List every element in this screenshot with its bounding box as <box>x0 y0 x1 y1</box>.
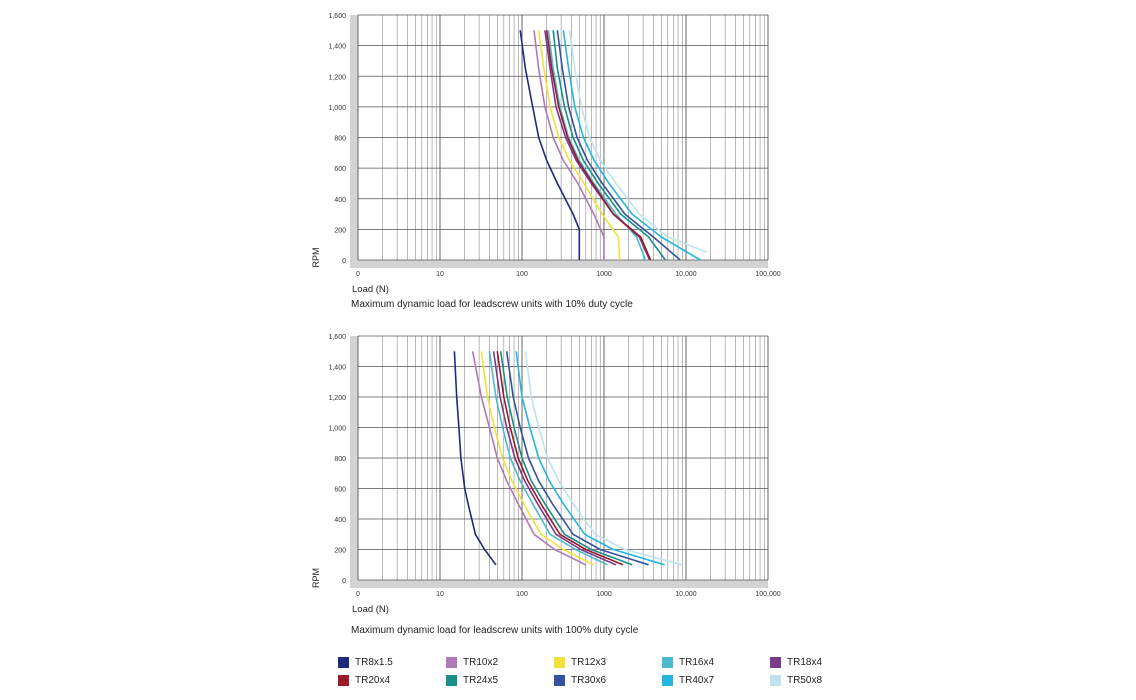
y-tick-label: 600 <box>334 487 346 494</box>
legend-label: TR50x8 <box>787 675 823 686</box>
x-tick-label: 0 <box>356 591 360 598</box>
series-line-tr30x6 <box>505 351 649 566</box>
y-tick-label: 0 <box>342 578 346 585</box>
x-tick-label: 10 <box>436 271 444 278</box>
x-tick-label: 10,000 <box>675 591 697 598</box>
legend-swatch <box>338 657 349 668</box>
series-line-tr8x1-5 <box>519 30 581 260</box>
y-axis-band <box>350 336 358 588</box>
legend-swatch <box>554 675 565 686</box>
y-tick-label: 1,600 <box>328 334 346 341</box>
series-line-tr12x3 <box>537 30 621 261</box>
chart-2: 0 200 400 600 800 1,000 1,200 1,400 1,600 0 10 100 1… <box>311 334 781 615</box>
x-tick-label: 100 <box>516 591 528 598</box>
series-line-tr10x2 <box>471 351 587 566</box>
y-tick-label: 1,000 <box>328 426 346 433</box>
y-tick-label: 1,200 <box>328 74 346 81</box>
series-line-tr40x7 <box>515 351 665 566</box>
x-tick-label: 100 <box>516 271 528 278</box>
series-line-tr24x5 <box>499 351 633 566</box>
y-tick-label: 600 <box>334 166 346 173</box>
legend-item: TR40x7 <box>662 675 714 686</box>
y-tick-label: 200 <box>334 548 346 555</box>
legend-swatch <box>662 657 673 668</box>
legend-item: TR18x4 <box>770 657 822 668</box>
series-line-tr8x1-5 <box>453 351 497 566</box>
y-tick-label: 1,200 <box>328 395 346 402</box>
legend-item: TR16x4 <box>662 657 714 668</box>
y-tick-label: 1,000 <box>328 105 346 112</box>
legend-item: TR10x2 <box>446 657 498 668</box>
y-tick-label: 1,400 <box>328 365 346 372</box>
legend-swatch <box>554 657 565 668</box>
legend-item: TR12x3 <box>554 657 606 668</box>
chart-1-caption: Maximum dynamic load for leadscrew units… <box>351 299 633 310</box>
series-line-tr18x4 <box>492 351 617 566</box>
legend-label: TR10x2 <box>463 657 499 668</box>
legend-swatch <box>446 657 457 668</box>
series-line-tr12x3 <box>480 351 595 566</box>
legend-item: TR24x5 <box>446 675 498 686</box>
series-line-tr16x4 <box>488 351 608 566</box>
y-axis-band <box>350 15 358 268</box>
y-tick-label: 800 <box>334 456 346 463</box>
legend-item: TR50x8 <box>770 675 822 686</box>
series-line-tr40x7 <box>562 30 701 261</box>
legend-swatch <box>446 675 457 686</box>
legend-label: TR12x3 <box>571 657 607 668</box>
x-axis-band <box>350 260 768 268</box>
x-tick-label: 0 <box>356 271 360 278</box>
series-line-tr10x2 <box>533 30 605 260</box>
legend-label: TR30x6 <box>571 675 607 686</box>
x-axis-label: Load (N) <box>352 284 389 295</box>
x-tick-label: 100,000 <box>755 271 780 278</box>
legend-item: TR20x4 <box>338 675 390 686</box>
series-line-tr20x4 <box>496 351 624 566</box>
y-tick-label: 800 <box>334 136 346 143</box>
y-tick-label: 0 <box>342 258 346 265</box>
x-tick-label: 10 <box>436 591 444 598</box>
legend-label: TR18x4 <box>787 657 823 668</box>
legend-swatch <box>662 675 673 686</box>
x-tick-label: 100,000 <box>755 591 780 598</box>
legend-label: TR8x1.5 <box>355 657 393 668</box>
legend-label: TR16x4 <box>679 657 715 668</box>
legend-label: TR24x5 <box>463 675 499 686</box>
series-line-tr50x8 <box>568 30 708 254</box>
y-tick-label: 1,600 <box>328 13 346 20</box>
x-axis-band <box>350 580 768 588</box>
series-line-tr20x4 <box>545 30 652 261</box>
chart-2-caption: Maximum dynamic load for leadscrew units… <box>351 625 639 636</box>
y-axis-label: RPM <box>311 568 321 588</box>
legend-label: TR40x7 <box>679 675 715 686</box>
legend-swatch <box>338 675 349 686</box>
x-tick-label: 1000 <box>596 591 612 598</box>
series-line-tr24x5 <box>552 30 667 261</box>
y-tick-label: 400 <box>334 197 346 204</box>
legend-item: TR30x6 <box>554 675 606 686</box>
legend-label: TR20x4 <box>355 675 391 686</box>
legend-item: TR8x1.5 <box>338 657 393 668</box>
x-tick-label: 1000 <box>596 271 612 278</box>
y-tick-label: 400 <box>334 517 346 524</box>
series-line-tr50x8 <box>524 351 683 566</box>
x-axis-label: Load (N) <box>352 604 389 615</box>
series-line-tr30x6 <box>556 30 681 261</box>
y-axis-label: RPM <box>311 248 321 268</box>
legend-swatch <box>770 657 781 668</box>
legend-swatch <box>770 675 781 686</box>
y-tick-label: 1,400 <box>328 44 346 51</box>
x-tick-label: 10,000 <box>675 271 697 278</box>
chart-1: 0 200 400 600 800 1,000 1,200 1,400 1,600 0 10 100 1… <box>311 13 781 295</box>
y-tick-label: 200 <box>334 227 346 234</box>
